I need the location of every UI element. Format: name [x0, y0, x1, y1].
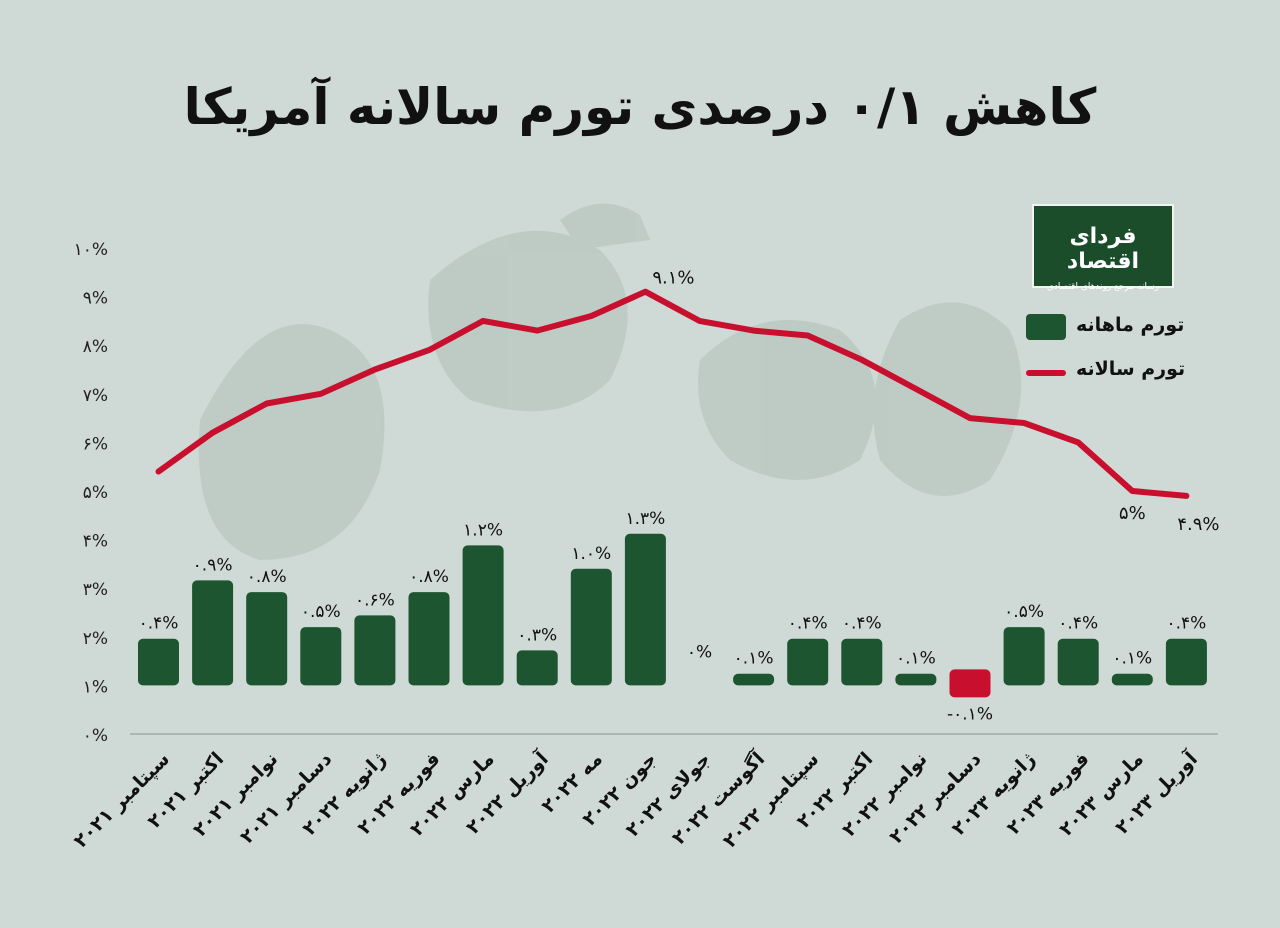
bar [246, 592, 288, 686]
x-tick-label: آگوست ۲۰۲۲ [666, 746, 769, 849]
bar [624, 533, 666, 686]
bar-value-label: ۰.۳% [517, 625, 557, 645]
bar-value-label: ۰.۸% [247, 567, 287, 587]
legend-label-monthly: تورم ماهانه [1076, 314, 1185, 336]
annual-inflation-line [155, 288, 1190, 499]
bar-value-label: ۰.۴% [788, 614, 828, 634]
bar-value-label: ۰.۱% [734, 649, 774, 669]
bar-value-label: ۰.۶% [355, 590, 395, 610]
bar [1111, 673, 1153, 686]
y-tick-label: ۴% [83, 532, 108, 552]
y-tick-label: ۳% [83, 580, 108, 600]
bar-value-label: ۰.۱% [896, 649, 936, 669]
legend-swatch-line [1026, 370, 1066, 376]
x-tick-label: سپتامبر ۲۰۲۲ [719, 748, 823, 852]
logo-tagline: رسانه مرجع روندهای اقتصادی [1046, 282, 1160, 292]
bar [192, 580, 234, 686]
bar-value-label: ۰.۴% [842, 614, 882, 634]
bar-value-label: -۰.۱% [947, 704, 993, 724]
bar-value-label: ۰% [687, 642, 712, 662]
bar [1003, 627, 1045, 686]
line-point-label: ۹.۱% [652, 268, 694, 289]
y-tick-label: ۹% [83, 289, 108, 309]
bar-value-label: ۰.۴% [1166, 614, 1206, 634]
logo-name: فردای اقتصاد [1066, 224, 1140, 274]
bar [895, 673, 937, 686]
brand-logo: فردای اقتصاد رسانه مرجع روندهای اقتصادی [1032, 204, 1174, 292]
bar-value-label: ۰.۴% [1058, 614, 1098, 634]
bar [841, 638, 883, 686]
bars-layer [138, 533, 1207, 698]
bar [408, 592, 450, 686]
bar-value-label: ۰.۱% [1112, 649, 1152, 669]
y-tick-label: ۷% [83, 386, 108, 406]
y-tick-label: ۰% [83, 726, 108, 746]
y-tick-label: ۱% [83, 677, 108, 697]
bar-labels-layer: ۰.۴% ۰.۹% ۰.۸% ۰.۵% ۰.۶% ۰.۸% ۱.۲% ۰.۳% ۱.۰% ۱.۳%… [139, 509, 1207, 725]
bar [138, 638, 179, 686]
y-tick-label: ۱۰% [74, 240, 108, 260]
bar [787, 638, 829, 686]
bar [300, 627, 342, 686]
bar-value-label: ۰.۵% [1004, 602, 1044, 622]
bar [1057, 638, 1099, 686]
bar-value-label: ۰.۴% [139, 614, 179, 634]
y-tick-label: ۲% [83, 629, 108, 649]
legend-swatch-bar [1026, 314, 1066, 340]
bar [354, 615, 396, 686]
bar [733, 673, 775, 686]
line-point-label: ۵% [1119, 503, 1146, 524]
bar-value-label: ۰.۹% [193, 555, 233, 575]
bar-value-label: ۱.۰% [571, 544, 611, 564]
legend-label-annual: تورم سالانه [1076, 358, 1186, 380]
bar [516, 650, 558, 686]
bar-value-label: ۰.۸% [409, 567, 449, 587]
y-tick-label: ۶% [83, 434, 108, 454]
bar [949, 669, 991, 698]
x-tick-label: سپتامبر ۲۰۲۱ [70, 748, 174, 852]
bar-value-label: ۰.۵% [301, 602, 341, 622]
chart-title: کاهش ۰/۱ درصدی تورم سالانه آمریکا [183, 78, 1098, 136]
y-axis: ۰% ۱% ۲% ۳% ۴% ۵% ۶% ۷% ۸% ۹% ۱۰% [74, 240, 108, 746]
y-tick-label: ۵% [83, 483, 108, 503]
y-tick-label: ۸% [83, 337, 108, 357]
bar [1165, 638, 1207, 686]
bar-value-label: ۱.۲% [463, 520, 503, 540]
line-labels-layer: ۹.۱% ۵% ۴.۹% [652, 268, 1219, 535]
bar-value-label: ۱.۳% [625, 509, 665, 529]
bar [570, 568, 612, 686]
line-point-label: ۴.۹% [1177, 514, 1219, 535]
bar [462, 545, 504, 686]
